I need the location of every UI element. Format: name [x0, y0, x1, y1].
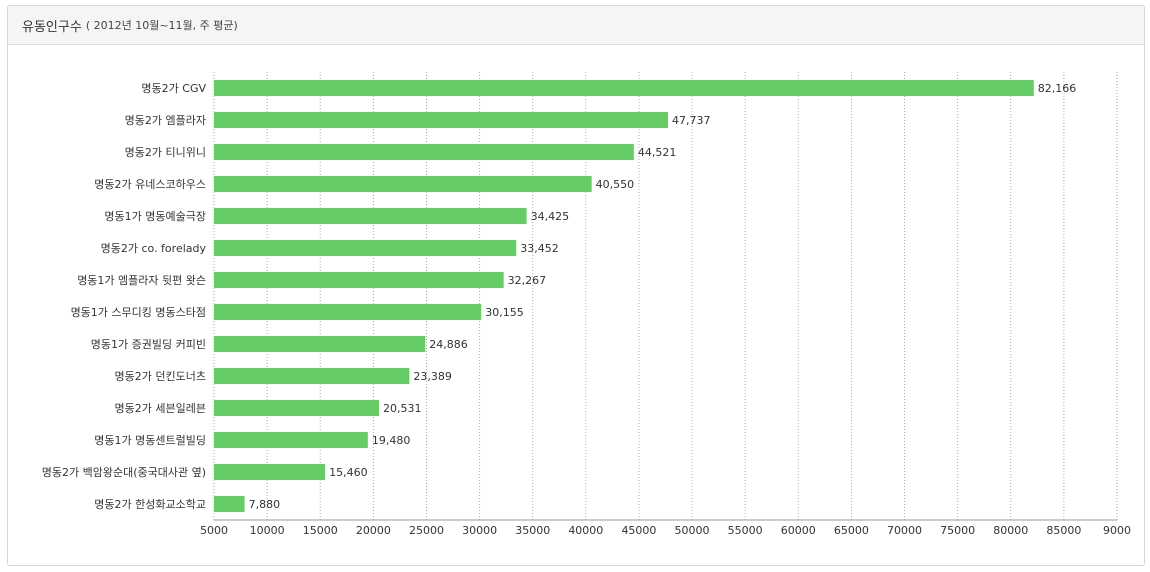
value-label: 30,155: [485, 306, 523, 319]
y-tick-label: 명동1가 스무디킹 명동스타점: [71, 306, 206, 319]
y-tick-label: 명동2가 엠플라자: [125, 114, 206, 127]
y-tick-label: 명동2가 세븐일레븐: [115, 401, 206, 415]
y-tick-label: 명동2가 한성화교소학교: [94, 498, 206, 511]
y-tick-label: 명동2가 백암왕순대(중국대사관 옆): [42, 466, 206, 479]
bar: [214, 496, 245, 512]
value-label: 32,267: [508, 274, 546, 287]
bar: [214, 272, 504, 288]
value-label: 15,460: [329, 466, 368, 479]
y-tick-label: 명동1가 명동예술극장: [104, 210, 206, 223]
value-label: 24,886: [429, 338, 468, 351]
bar: [214, 368, 410, 384]
bar: [214, 240, 517, 256]
x-tick-label: 35000: [515, 524, 550, 537]
value-label: 19,480: [372, 434, 411, 447]
bar: [214, 112, 669, 128]
x-tick-label: 9000: [1103, 524, 1131, 537]
value-label: 44,521: [638, 146, 677, 159]
x-tick-label: 60000: [781, 524, 816, 537]
y-tick-label: 명동1가 엠플라자 뒷편 왓슨: [77, 274, 206, 287]
x-tick-label: 80000: [993, 524, 1028, 537]
bar: [214, 464, 326, 480]
panel-header: 유동인구수 ( 2012년 10월~11월, 주 평균): [8, 6, 1144, 45]
value-label: 23,389: [413, 370, 452, 383]
x-tick-label: 45000: [621, 524, 656, 537]
bar: [214, 176, 592, 192]
y-tick-label: 명동1가 증권빌딩 커피빈: [91, 338, 206, 351]
x-tick-label: 10000: [250, 524, 285, 537]
value-label: 7,880: [249, 498, 281, 511]
chart-subtitle: ( 2012년 10월~11월, 주 평균): [85, 19, 238, 32]
x-tick-label: 70000: [887, 524, 922, 537]
value-label: 20,531: [383, 402, 422, 415]
y-tick-label: 명동2가 티니위니: [125, 146, 206, 159]
chart-title: 유동인구수: [22, 19, 82, 35]
bar: [214, 80, 1034, 96]
x-tick-label: 75000: [940, 524, 975, 537]
value-label: 40,550: [596, 178, 635, 191]
x-tick-label: 50000: [675, 524, 710, 537]
y-tick-label: 명동1가 명동센트럴빌딩: [94, 434, 206, 447]
bar: [214, 144, 634, 160]
x-tick-label: 15000: [303, 524, 338, 537]
x-tick-label: 85000: [1046, 524, 1081, 537]
bar: [214, 336, 426, 352]
y-tick-label: 명동2가 유네스코하우스: [94, 177, 206, 191]
y-tick-label: 명동2가 던킨도너츠: [115, 370, 206, 383]
value-label: 34,425: [531, 210, 570, 223]
x-tick-label: 25000: [409, 524, 444, 537]
x-tick-label: 55000: [728, 524, 763, 537]
x-tick-label: 20000: [356, 524, 391, 537]
bar: [214, 208, 527, 224]
x-tick-label: 65000: [834, 524, 869, 537]
panel: 유동인구수 ( 2012년 10월~11월, 주 평균): [7, 5, 1145, 566]
x-tick-label: 30000: [462, 524, 497, 537]
value-label: 82,166: [1038, 82, 1077, 95]
bar: [214, 432, 368, 448]
bar: [214, 400, 379, 416]
bar: [214, 304, 482, 320]
value-label: 33,452: [520, 242, 559, 255]
y-tick-label: 명동2가 co. forelady: [101, 242, 207, 255]
x-tick-label: 40000: [568, 524, 603, 537]
y-tick-label: 명동2가 CGV: [141, 82, 206, 95]
x-tick-label: 5000: [200, 524, 228, 537]
value-label: 47,737: [672, 114, 711, 127]
